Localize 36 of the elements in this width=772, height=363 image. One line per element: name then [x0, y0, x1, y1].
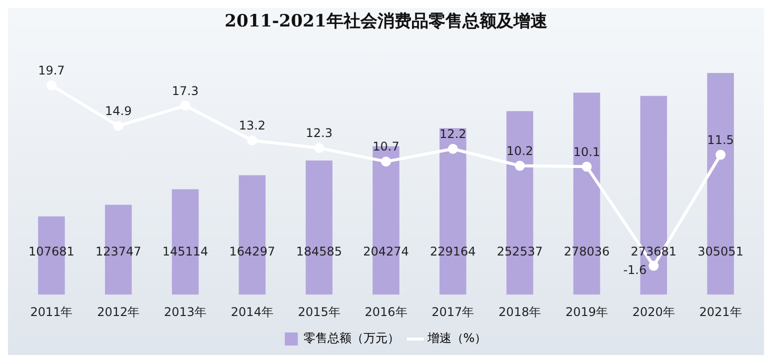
x-tick-label: 2014年 [230, 304, 274, 319]
data-label: 10.7 [372, 140, 400, 154]
data-label: 273681 [630, 244, 677, 259]
data-label: 19.7 [38, 63, 65, 78]
data-label: 145114 [162, 244, 208, 259]
data-label: 164297 [229, 244, 276, 259]
data-label: 252537 [496, 244, 543, 259]
x-tick-label: 2017年 [432, 304, 474, 319]
x-tick-label: 2018年 [498, 304, 542, 319]
x-tick-label: 2020年 [632, 304, 675, 319]
data-label: 305051 [698, 244, 744, 259]
x-tick-label: 2012年 [97, 304, 140, 319]
data-label: 10.1 [573, 144, 600, 159]
data-label: 13.2 [238, 118, 266, 133]
data-label: 12.3 [306, 126, 332, 140]
data-label: 12.2 [440, 126, 466, 141]
data-label: 17.3 [172, 84, 199, 98]
data-label: 278036 [564, 244, 610, 259]
data-label: 204274 [363, 244, 409, 259]
data-label: 107681 [28, 244, 74, 259]
legend-label: 零售总额（万元） [303, 331, 400, 346]
x-tick-label: 2013年 [164, 304, 207, 319]
x-tick-label: 2016年 [364, 304, 408, 319]
data-label: 10.2 [506, 144, 534, 158]
data-label: 123747 [95, 244, 142, 259]
data-label: 229164 [430, 244, 476, 259]
data-label: 11.5 [707, 132, 734, 147]
x-tick-label: 2019年 [565, 304, 608, 319]
data-label: 14.9 [105, 104, 132, 118]
data-label: 184585 [296, 244, 342, 259]
x-tick-label: 2021年 [699, 304, 742, 319]
x-tick-label: 2015年 [298, 304, 340, 319]
data-label: -1.6 [623, 262, 647, 277]
x-tick-label: 2011年 [30, 304, 73, 319]
legend-label: 增速（%） [426, 331, 487, 346]
chart-title: 2011-2021年社会消费品零售总额及增速 [224, 12, 548, 32]
